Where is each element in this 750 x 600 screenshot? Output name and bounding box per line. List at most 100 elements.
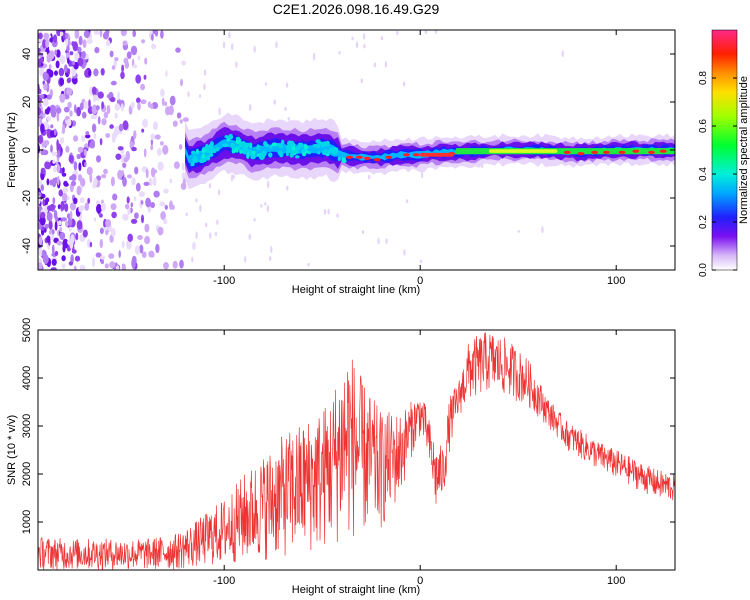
- noise-speck: [38, 37, 44, 43]
- noise-speck: [160, 88, 165, 97]
- noise-speck: [57, 149, 60, 158]
- band-blob: [325, 140, 330, 147]
- noise-speck: [38, 102, 42, 107]
- noise-speck: [61, 172, 67, 177]
- noise-speck: [66, 77, 71, 84]
- noise-speck: [336, 213, 339, 218]
- noise-speck: [79, 102, 84, 111]
- noise-speck: [111, 65, 116, 70]
- noise-speck: [355, 41, 359, 49]
- colorbar: 0.0 0.2 0.4 0.6 0.8 Normalized spectral ampl…: [698, 29, 750, 277]
- noise-speck: [235, 61, 238, 68]
- band-peak: [346, 155, 354, 159]
- noise-speck: [424, 30, 428, 35]
- noise-speck: [120, 103, 124, 112]
- noise-speck: [141, 39, 146, 44]
- noise-speck: [270, 246, 273, 253]
- band-peak-run: [420, 152, 454, 157]
- noise-speck: [64, 64, 68, 73]
- noise-speck: [110, 176, 115, 187]
- noise-speck: [108, 253, 115, 259]
- noise-speck: [205, 222, 208, 228]
- x-tick-label: 0: [417, 275, 423, 287]
- noise-speck: [49, 179, 53, 186]
- noise-speck: [130, 218, 138, 224]
- noise-speck: [93, 177, 98, 187]
- noise-speck: [163, 218, 168, 225]
- noise-speck: [143, 148, 147, 158]
- noise-speck: [63, 106, 70, 113]
- noise-speck: [179, 119, 183, 124]
- noise-speck: [360, 78, 363, 84]
- noise-speck: [57, 175, 60, 186]
- band-blob: [246, 153, 250, 159]
- noise-speck: [40, 184, 45, 192]
- noise-speck: [69, 51, 74, 56]
- noise-speck: [75, 232, 79, 241]
- band-blob: [209, 153, 214, 157]
- noise-speck: [96, 155, 101, 163]
- noise-speck: [56, 143, 62, 153]
- noise-speck: [192, 242, 196, 250]
- spectrogram-ylabel: Frequency (Hz): [6, 112, 18, 188]
- band-blob: [231, 149, 236, 154]
- band-blob: [191, 150, 196, 155]
- noise-speck: [74, 104, 77, 113]
- noise-speck: [97, 91, 104, 99]
- noise-speck: [157, 161, 164, 171]
- noise-speck: [78, 162, 82, 172]
- band-peak: [618, 150, 626, 154]
- noise-speck: [38, 106, 42, 116]
- noise-speck: [307, 262, 310, 267]
- noise-speck: [327, 208, 330, 215]
- noise-speck: [85, 134, 91, 139]
- noise-speck: [139, 244, 144, 254]
- noise-speck: [55, 60, 60, 69]
- snr-ylabel: SNR (10 * v/v): [6, 415, 18, 485]
- noise-speck: [58, 67, 65, 77]
- noise-speck: [137, 235, 143, 240]
- noise-speck: [248, 233, 251, 240]
- noise-speck: [109, 261, 116, 269]
- noise-speck: [199, 204, 202, 213]
- noise-speck: [42, 98, 49, 107]
- noise-speck: [129, 207, 133, 214]
- noise-speck: [95, 252, 102, 258]
- noise-speck: [69, 210, 73, 220]
- noise-speck: [142, 118, 149, 128]
- noise-speck: [66, 45, 70, 52]
- noise-speck: [38, 134, 44, 144]
- noise-speck: [92, 257, 96, 268]
- spectrogram-ticks: -100 0 100 -40 -20 0 20 40: [21, 30, 675, 287]
- noise-speck: [73, 265, 77, 270]
- snr-xlabel: Height of straight line (km): [292, 584, 420, 596]
- noise-speck: [157, 226, 164, 236]
- noise-speck: [73, 197, 78, 204]
- noise-speck: [57, 220, 63, 226]
- noise-speck: [115, 153, 122, 160]
- noise-speck: [121, 240, 125, 249]
- noise-speck: [71, 41, 75, 47]
- noise-speck: [47, 116, 51, 122]
- noise-speck: [137, 102, 141, 111]
- noise-speck: [50, 267, 57, 270]
- noise-speck: [363, 44, 366, 49]
- band-blob: [316, 144, 321, 149]
- noise-speck: [169, 178, 173, 184]
- noise-speck: [114, 125, 121, 136]
- noise-speck: [79, 264, 86, 270]
- band-blob: [230, 142, 235, 148]
- band-blob: [301, 148, 306, 153]
- noise-speck: [78, 205, 82, 213]
- noise-speck: [253, 45, 256, 53]
- snr-frame: [37, 329, 676, 571]
- noise-speck: [57, 204, 61, 210]
- noise-speck: [38, 58, 41, 68]
- noise-speck: [99, 138, 103, 146]
- noise-speck: [76, 185, 82, 196]
- band-yellow: [488, 149, 558, 153]
- noise-speck: [89, 173, 93, 184]
- noise-speck: [130, 101, 135, 109]
- noise-speck: [95, 105, 100, 111]
- snr-line: [38, 332, 675, 570]
